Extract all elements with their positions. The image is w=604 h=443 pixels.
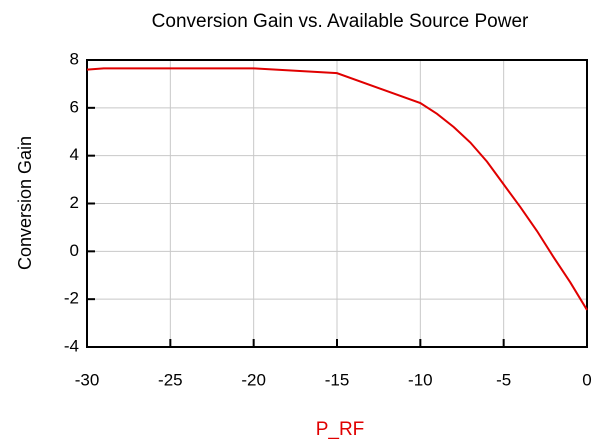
y-tick-label: 2 xyxy=(70,193,79,212)
y-tick-label: 6 xyxy=(70,97,79,116)
y-tick-label: -2 xyxy=(64,289,79,308)
plot-frame xyxy=(86,59,588,348)
x-tick-label: -30 xyxy=(75,370,100,389)
y-tick-label: 8 xyxy=(70,49,79,68)
x-tick-label: -5 xyxy=(496,370,511,389)
y-tick-label: 0 xyxy=(70,241,79,260)
data-line xyxy=(86,67,588,311)
y-axis-label: Conversion Gain xyxy=(15,136,35,270)
x-tick-label: -10 xyxy=(408,370,433,389)
x-tick-label: -20 xyxy=(241,370,266,389)
y-tick-label: -4 xyxy=(64,336,79,355)
x-tick-label: -25 xyxy=(158,370,183,389)
x-tick-label: 0 xyxy=(582,370,591,389)
x-tick-label: -15 xyxy=(325,370,350,389)
y-tick-label: 4 xyxy=(70,145,79,164)
x-axis-label: P_RF xyxy=(316,419,365,440)
chart-title: Conversion Gain vs. Available Source Pow… xyxy=(152,11,529,32)
